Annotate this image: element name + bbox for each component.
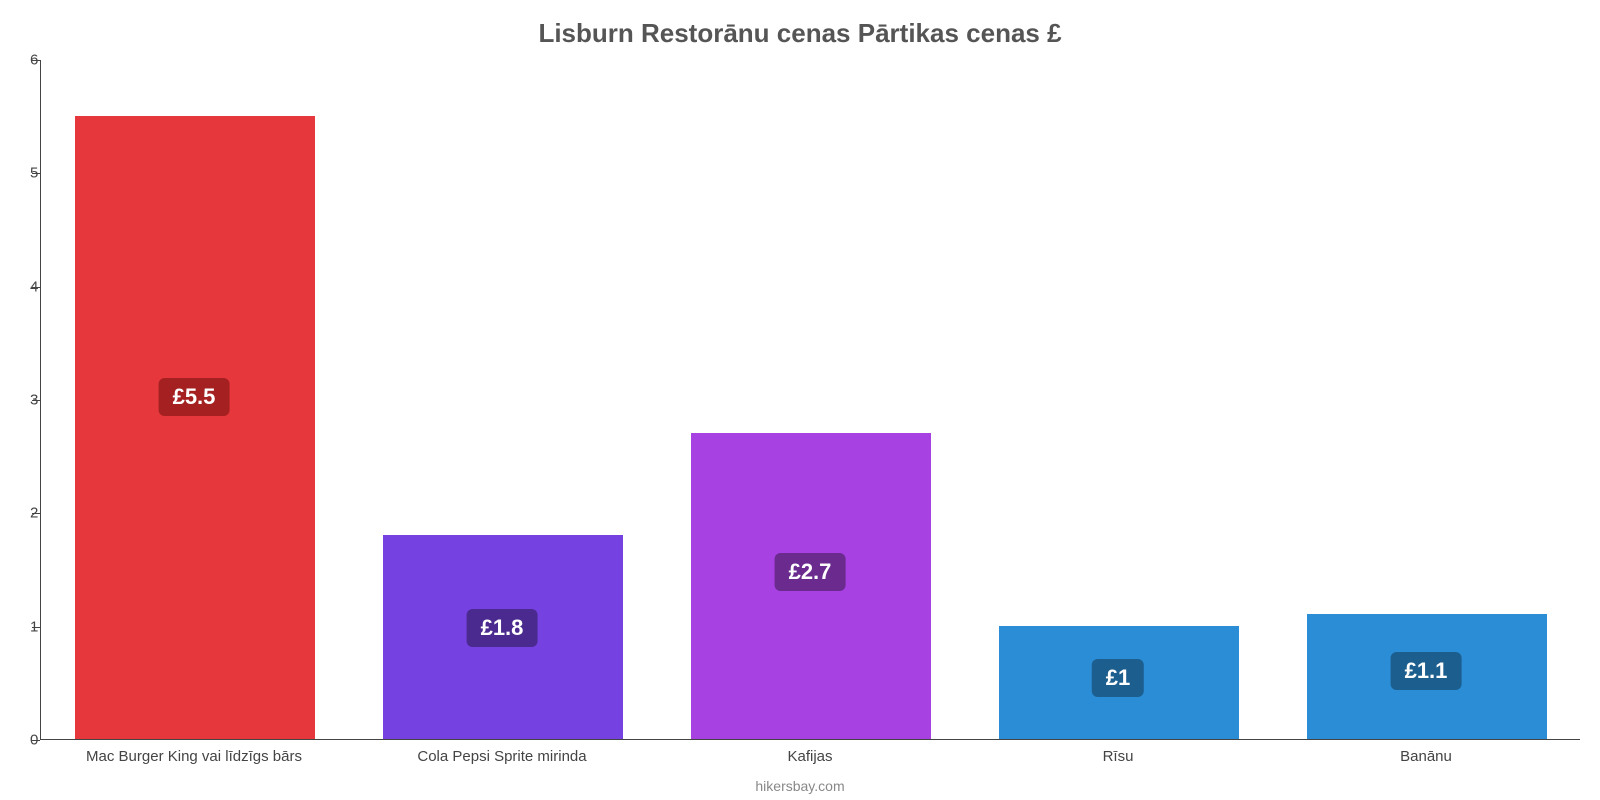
y-tick-mark xyxy=(32,513,40,514)
bar xyxy=(75,116,315,739)
plot-area xyxy=(40,60,1580,740)
y-tick-mark xyxy=(32,60,40,61)
y-tick-mark xyxy=(32,740,40,741)
value-badge: £1.1 xyxy=(1391,652,1462,690)
x-category-label: Banānu xyxy=(1400,748,1452,765)
y-tick-mark xyxy=(32,173,40,174)
x-category-label: Rīsu xyxy=(1103,748,1134,765)
value-badge: £1 xyxy=(1092,659,1144,697)
y-tick-mark xyxy=(32,400,40,401)
value-badge: £5.5 xyxy=(159,378,230,416)
y-tick-mark xyxy=(32,627,40,628)
x-category-label: Mac Burger King vai līdzīgs bārs xyxy=(86,748,302,765)
value-badge: £1.8 xyxy=(467,609,538,647)
value-badge: £2.7 xyxy=(775,553,846,591)
chart-credit: hikersbay.com xyxy=(0,778,1600,794)
x-category-label: Cola Pepsi Sprite mirinda xyxy=(417,748,586,765)
price-bar-chart: Lisburn Restorānu cenas Pārtikas cenas £… xyxy=(0,0,1600,800)
x-category-label: Kafijas xyxy=(787,748,832,765)
y-tick-mark xyxy=(32,287,40,288)
chart-title: Lisburn Restorānu cenas Pārtikas cenas £ xyxy=(0,18,1600,49)
